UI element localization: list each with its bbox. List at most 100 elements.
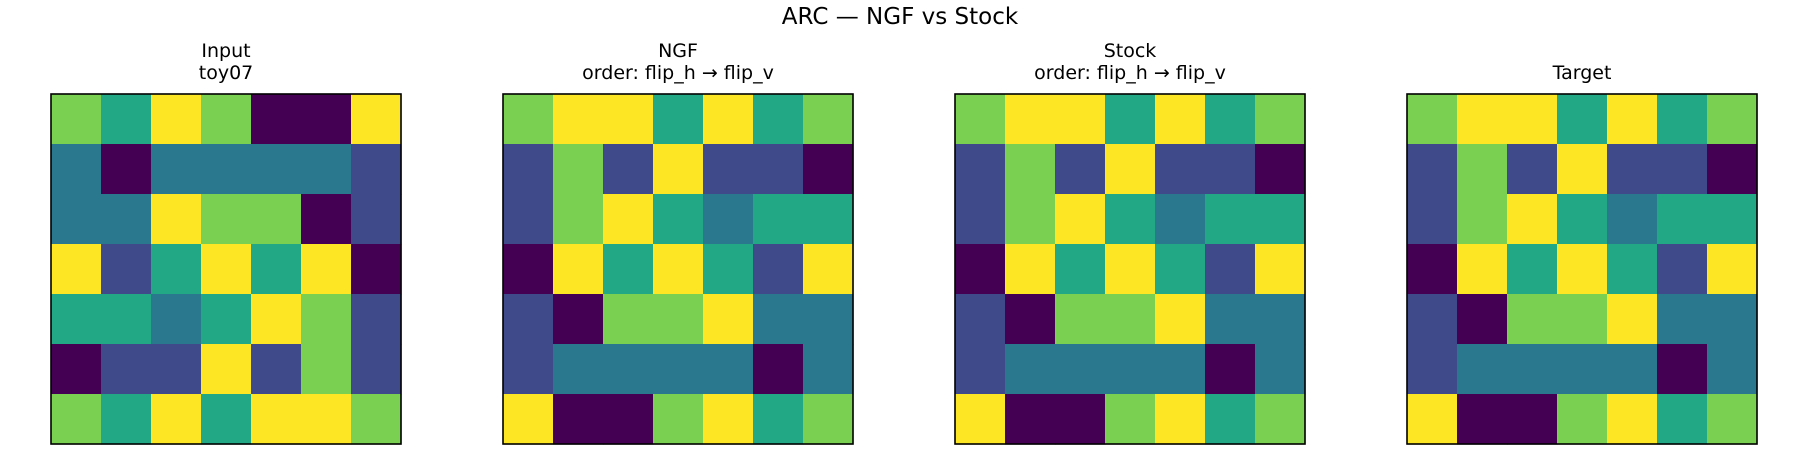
grid-cell	[1507, 194, 1558, 245]
panel-subtitle: order: flip_h → flip_v	[1034, 62, 1226, 84]
grid-cell	[553, 394, 604, 445]
grid-cell	[1105, 344, 1156, 395]
grid-cell	[151, 344, 202, 395]
grid-cell	[301, 294, 352, 345]
grid-cell	[503, 344, 554, 395]
grid-cell	[1557, 244, 1608, 295]
grid-cell	[653, 294, 704, 345]
grid-cell	[503, 194, 554, 245]
grid-cell	[151, 144, 202, 195]
grid-cell	[251, 244, 302, 295]
grid-cell	[1457, 344, 1508, 395]
grid-cell	[301, 144, 352, 195]
grid-cell	[553, 144, 604, 195]
grid-cell	[1105, 244, 1156, 295]
grid-cell	[1557, 394, 1608, 445]
grid-cell	[1255, 244, 1306, 295]
grid-cell	[1005, 94, 1056, 145]
panel-ngf: NGF order: flip_h → flip_v	[502, 0, 854, 450]
grid-cell	[1205, 94, 1256, 145]
grid-cell	[603, 244, 654, 295]
grid-cell	[151, 194, 202, 245]
grid-cell	[703, 294, 754, 345]
grid-cell	[1607, 194, 1658, 245]
grid-cell	[1205, 244, 1256, 295]
grid-cell	[51, 244, 102, 295]
grid-cell	[753, 244, 804, 295]
grid-cell	[753, 194, 804, 245]
grid-cell	[1557, 194, 1608, 245]
panel-subtitle: order: flip_h → flip_v	[582, 62, 774, 84]
grid-cell	[1155, 344, 1206, 395]
grid-cell	[1407, 394, 1458, 445]
panel-stock: Stock order: flip_h → flip_v	[954, 0, 1306, 450]
grid-cell	[1155, 294, 1206, 345]
grid-cell	[1707, 94, 1758, 145]
grid-cell	[703, 144, 754, 195]
axes-frame	[502, 93, 854, 445]
grid-cell	[51, 294, 102, 345]
grid-cell	[101, 294, 152, 345]
grid-cell	[1105, 144, 1156, 195]
grid-cell	[201, 194, 252, 245]
grid-cell	[151, 244, 202, 295]
grid-cell	[1507, 144, 1558, 195]
grid-cell	[51, 194, 102, 245]
grid-cell	[251, 94, 302, 145]
grid-cell	[1407, 344, 1458, 395]
grid-cell	[51, 144, 102, 195]
grid-cell	[251, 344, 302, 395]
grid-cell	[503, 294, 554, 345]
grid-cell	[1607, 94, 1658, 145]
grid-cell	[1105, 194, 1156, 245]
grid-cell	[1255, 394, 1306, 445]
grid-cell	[201, 294, 252, 345]
grid-cell	[955, 94, 1006, 145]
grid-cell	[1055, 194, 1106, 245]
grid-cell	[955, 144, 1006, 195]
ngf-grid	[502, 93, 854, 445]
grid-cell	[1607, 344, 1658, 395]
grid-cell	[1507, 94, 1558, 145]
grid-cell	[1657, 344, 1708, 395]
grid-cell	[1657, 194, 1708, 245]
grid-cell	[301, 344, 352, 395]
grid-cell	[1657, 244, 1708, 295]
grid-cell	[101, 344, 152, 395]
grid-cell	[1457, 194, 1508, 245]
grid-cell	[1407, 144, 1458, 195]
grid-cell	[803, 244, 854, 295]
stock-grid	[954, 93, 1306, 445]
panel-subtitle: toy07	[198, 62, 254, 84]
panel-title: Target	[1552, 62, 1612, 84]
panel-title: NGF	[658, 40, 698, 62]
grid-cell	[351, 294, 402, 345]
grid-cell	[1055, 344, 1106, 395]
grid-cell	[603, 144, 654, 195]
target-grid	[1406, 93, 1758, 445]
grid-cell	[1407, 94, 1458, 145]
panel-title: Stock	[1103, 40, 1157, 62]
grid-cell	[201, 94, 252, 145]
grid-cell	[803, 294, 854, 345]
grid-cell	[553, 194, 604, 245]
grid-cell	[1607, 294, 1658, 345]
grid-cell	[351, 244, 402, 295]
grid-cell	[351, 144, 402, 195]
grid-cell	[301, 244, 352, 295]
grid-cell	[653, 344, 704, 395]
grid-cell	[1105, 394, 1156, 445]
grid-cell	[1407, 244, 1458, 295]
grid-cell	[1205, 194, 1256, 245]
grid-cell	[101, 94, 152, 145]
grid-cell	[351, 394, 402, 445]
grid-cell	[1155, 394, 1206, 445]
grid-cell	[301, 94, 352, 145]
grid-cell	[1005, 294, 1056, 345]
axes-frame	[954, 93, 1306, 445]
grid-cell	[201, 144, 252, 195]
grid-cell	[1055, 394, 1106, 445]
grid-cell	[1657, 394, 1708, 445]
grid-cell	[151, 294, 202, 345]
grid-cell	[1657, 94, 1708, 145]
